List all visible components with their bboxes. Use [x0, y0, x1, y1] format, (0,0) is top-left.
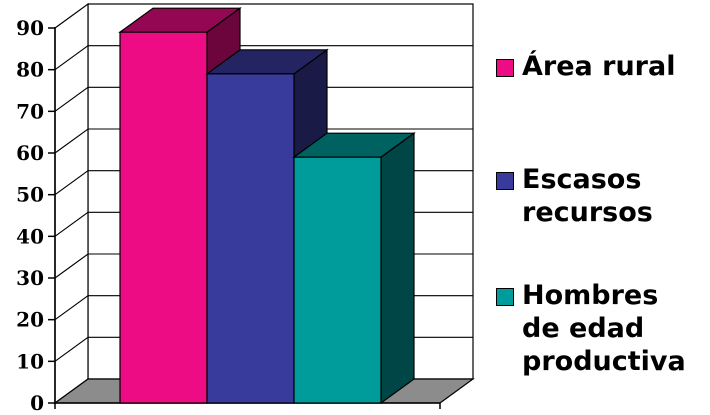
bar-series-2-front [206, 73, 295, 404]
y-tick-label: 90 [16, 16, 44, 40]
y-tick-label: 30 [16, 266, 44, 290]
y-tick-label: 60 [16, 141, 44, 165]
y-tick-label: 20 [16, 308, 44, 332]
gridline [54, 45, 473, 71]
y-tick-label: 70 [16, 99, 44, 123]
bars [118, 6, 416, 405]
legend-label-escasos-recursos: Escasos recursos [522, 164, 653, 228]
legend-swatch-area-rural [496, 59, 514, 77]
bar-series-3-front [293, 156, 382, 404]
legend-label-hombres-edad-productiva: Hombres de edad productiva [522, 280, 686, 377]
legend-item-area-rural: Área rural [496, 50, 675, 83]
legend-label-area-rural: Área rural [522, 51, 676, 82]
legend-item-hombres-edad-productiva: Hombres de edad productiva [496, 279, 686, 378]
bar-series-3 [292, 131, 416, 405]
side-wall [54, 2, 89, 405]
y-tick-label: 40 [16, 224, 44, 248]
y-tick-label: 80 [16, 58, 44, 82]
gridline [54, 128, 473, 154]
y-tick-labels: 0 10 20 30 40 50 60 70 80 90 [16, 16, 44, 415]
y-tick-label: 50 [16, 183, 44, 207]
bar-series-1-front [119, 31, 208, 404]
legend-item-escasos-recursos: Escasos recursos [496, 163, 653, 229]
y-tick-label: 10 [16, 349, 44, 373]
legend-swatch-hombres-edad-productiva [496, 288, 514, 306]
gridline [54, 86, 473, 112]
bar-series-3-side [380, 131, 415, 405]
legend-swatch-escasos-recursos [496, 172, 514, 190]
y-tick-label: 0 [30, 391, 44, 415]
